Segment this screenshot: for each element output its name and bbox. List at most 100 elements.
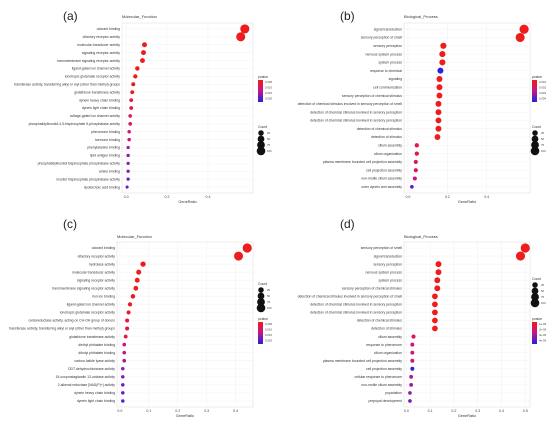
category-label: detection of chemical stimulus involved …	[310, 110, 402, 114]
color-legend-label: 4e-05	[539, 339, 547, 343]
color-legend-bar	[258, 80, 263, 102]
category-label: ligand-gated ion channel activity	[67, 303, 116, 307]
data-point	[410, 342, 415, 347]
data-point	[121, 399, 125, 403]
color-legend-bar	[532, 80, 537, 102]
color-legend-label: 0.005	[265, 322, 272, 326]
category-label: signaling receptor activity	[82, 51, 120, 55]
panel-3: (d) Biological_Process 0.0 0.1 0.2 0.3 0.4 0.5 G…	[298, 217, 547, 418]
data-point	[123, 334, 128, 339]
category-label: dynein light chain binding	[77, 399, 115, 403]
data-point	[234, 251, 244, 261]
x-tick-label: 0.0	[405, 195, 410, 199]
x-tick-label: 0.2	[451, 409, 456, 413]
panel-1: (b) Biological_Process 0.0 0.2 0.4 GeneRatio s…	[298, 9, 547, 204]
data-point	[125, 185, 129, 189]
category-label: cilium assembly	[378, 335, 402, 339]
category-label: signaling	[389, 77, 402, 81]
data-point	[439, 51, 446, 58]
category-label: phosphatidylinositol-4,5-bisphosphate 5-…	[29, 122, 121, 126]
category-label: olfactory receptor activity	[78, 254, 116, 258]
x-axis-label: GeneRatio	[176, 414, 194, 418]
data-point	[435, 117, 442, 124]
color-legend-label: 0.002	[539, 86, 546, 90]
category-label: cell projection assembly	[366, 367, 402, 371]
size-legend-label: 25	[267, 288, 271, 292]
size-legend-title: Count	[532, 277, 541, 281]
category-label: glutathione transferase activity	[74, 90, 120, 94]
category-label: transmembrane signaling receptor activit…	[57, 59, 120, 63]
data-point	[133, 74, 138, 79]
size-legend-dot	[530, 146, 540, 156]
data-point	[408, 391, 412, 395]
size-legend-dot	[256, 146, 266, 156]
x-tick-label: 0.4	[484, 195, 489, 199]
data-point	[240, 24, 250, 34]
data-point	[432, 293, 438, 300]
data-point	[432, 301, 438, 308]
x-tick-label: 0.4	[205, 195, 210, 199]
data-point	[432, 317, 438, 324]
data-point	[126, 310, 131, 315]
category-label: molecular transducer activity	[72, 270, 115, 274]
data-point	[411, 334, 416, 339]
category-label: odorant binding	[92, 246, 115, 250]
category-label: voltage-gated ion channel activity	[70, 114, 120, 118]
data-point	[435, 125, 442, 132]
data-point	[121, 391, 125, 395]
size-legend-label: 100	[541, 149, 546, 153]
category-label: nervous system process	[365, 270, 402, 274]
category-label: signaling receptor activity	[77, 278, 115, 282]
data-point	[436, 75, 443, 82]
data-point	[437, 67, 444, 74]
x-tick-label: 0.2	[165, 195, 170, 199]
data-point	[414, 151, 419, 156]
data-point	[242, 243, 252, 253]
category-label: transferase activity, transferring alkyl…	[9, 327, 115, 331]
size-legend-title: Count	[258, 125, 267, 129]
category-label: olfactory receptor activity	[83, 35, 121, 39]
data-point	[413, 159, 418, 164]
category-label: sensory perception	[373, 44, 402, 48]
size-legend-dot	[257, 292, 265, 300]
data-point	[519, 24, 529, 34]
size-legend-label: 25	[541, 283, 545, 287]
data-point	[409, 374, 414, 379]
size-legend-dot	[531, 135, 539, 143]
category-label: signal transduction	[374, 27, 402, 31]
size-legend-dot	[258, 287, 264, 293]
color-legend-title: pvalue	[532, 75, 542, 79]
x-tick-label: 0.5	[523, 409, 528, 413]
category-label: sensory perception	[373, 262, 402, 266]
category-label: phosphatidylinositol bisphosphate phosph…	[38, 162, 121, 166]
data-point	[125, 326, 130, 331]
data-point	[436, 84, 443, 91]
color-legend-label: 3e-05	[539, 333, 547, 337]
category-label: dynein light chain binding	[82, 106, 120, 110]
size-legend-label: 100	[267, 149, 272, 153]
data-point	[122, 358, 127, 363]
category-label: glutathione transferase activity	[69, 335, 115, 339]
plot-area	[403, 241, 531, 408]
size-legend-label: 100	[267, 306, 272, 310]
data-point	[515, 251, 526, 261]
data-point	[133, 285, 139, 291]
color-legend-label: 0.003	[539, 91, 546, 95]
panel-label: (d)	[340, 217, 355, 231]
category-label: DDT-dehydrochlorinase activity	[68, 367, 115, 371]
category-label: cilium assembly	[378, 144, 402, 148]
panel-0: (a) Molecular_Function 0.0 0.2 0.4 GeneRatio o…	[14, 9, 272, 204]
data-point	[435, 269, 442, 276]
size-legend-label: 25	[267, 131, 271, 135]
category-label: detection of stimulus	[371, 327, 402, 331]
data-point	[436, 92, 443, 99]
data-point	[515, 32, 525, 43]
data-point	[435, 261, 442, 268]
color-legend-label: 2e-05	[539, 328, 547, 332]
data-point	[141, 42, 148, 48]
size-legend-dot	[257, 135, 265, 143]
color-legend-bar	[532, 322, 537, 344]
data-point	[435, 109, 442, 116]
x-tick-label: 0.0	[117, 409, 122, 413]
category-label: cilium organization	[374, 152, 402, 156]
